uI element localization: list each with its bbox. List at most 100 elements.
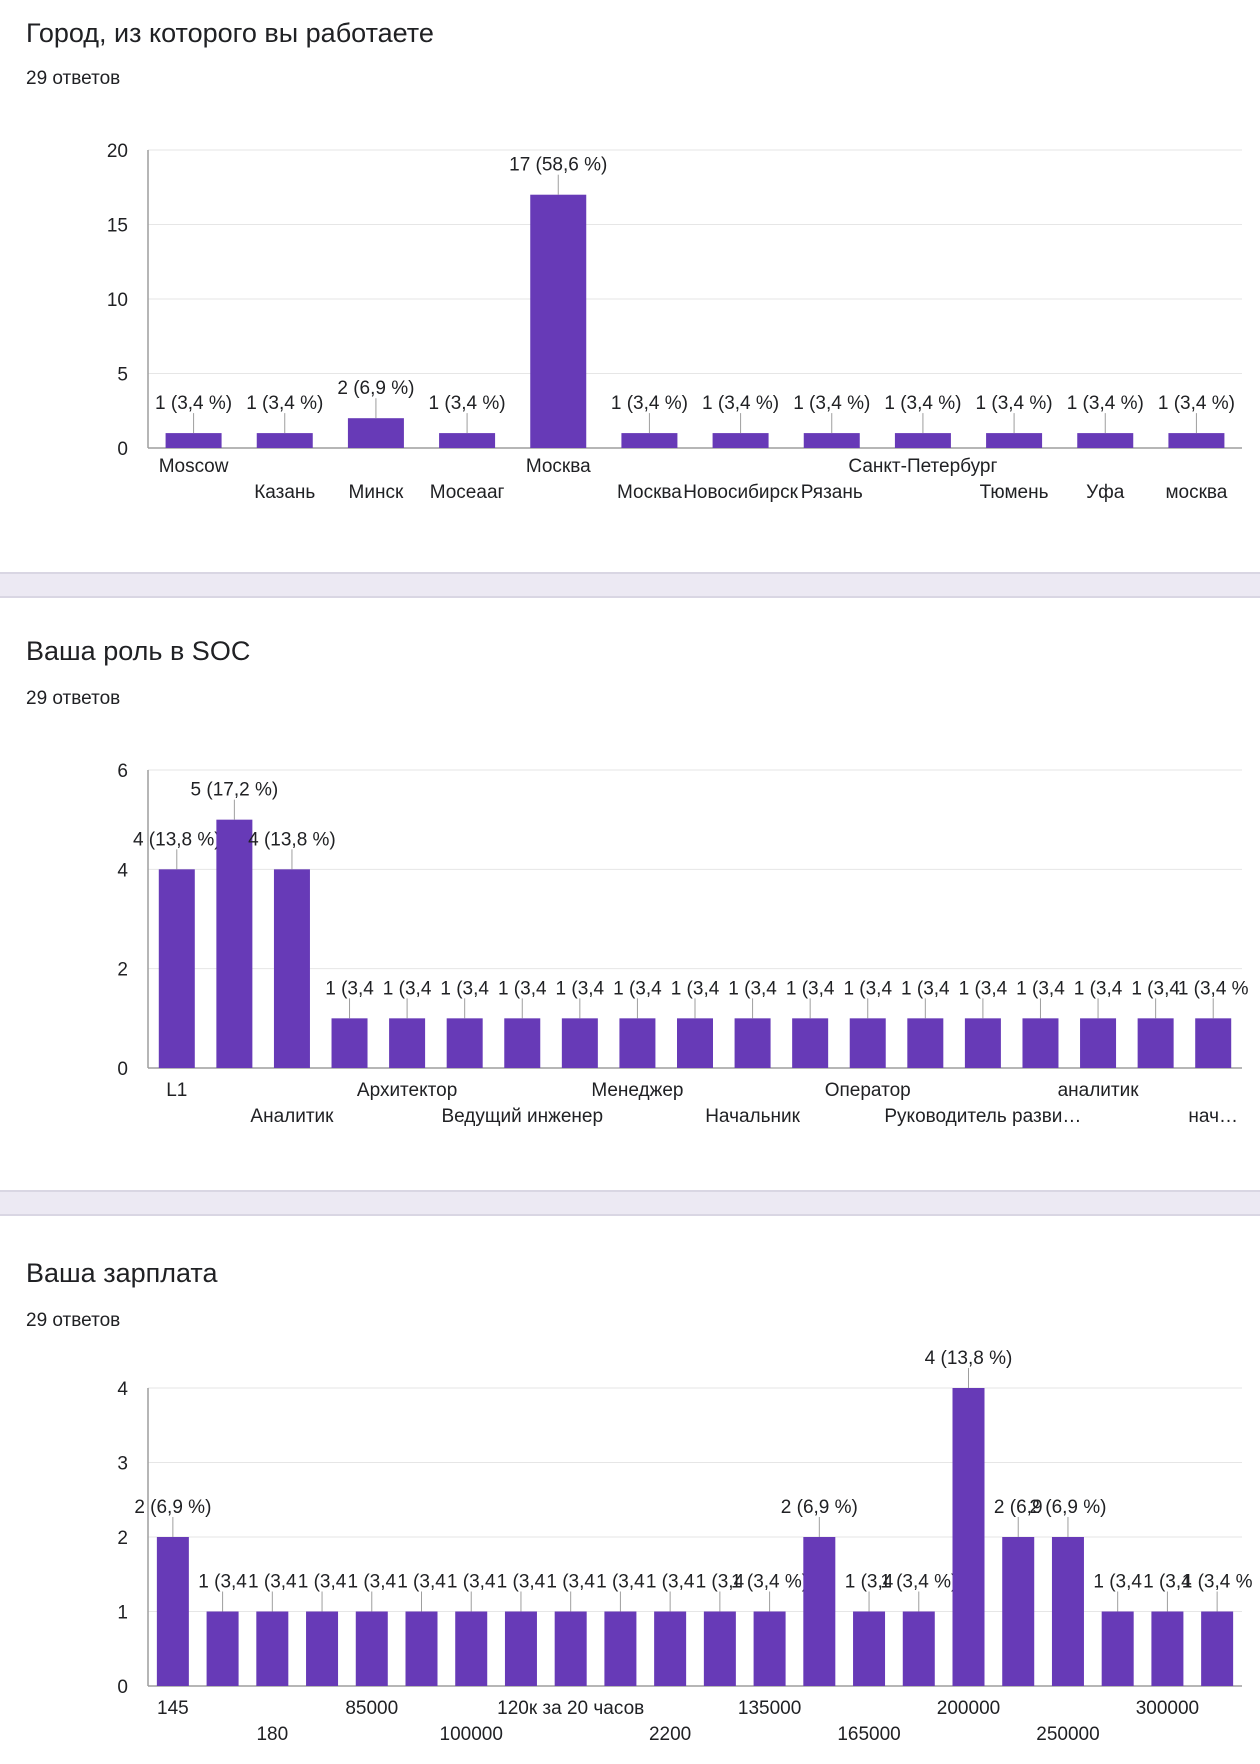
bar[interactable] bbox=[1151, 1611, 1184, 1687]
data-label: 2 (6,9 %) bbox=[1029, 1497, 1106, 1518]
x-tick-label: Новосибирск bbox=[683, 482, 798, 503]
data-label: 1 (3,4 bbox=[613, 978, 662, 999]
bar[interactable] bbox=[165, 433, 222, 448]
bar[interactable] bbox=[654, 1611, 687, 1687]
x-tick-label: Ведущий инженер bbox=[441, 1106, 603, 1127]
data-label: 1 (3,4 %) bbox=[1067, 393, 1144, 414]
data-label: 1 (3,4 %) bbox=[976, 393, 1053, 414]
y-tick-label: 20 bbox=[107, 141, 128, 162]
x-tick-label: L1 bbox=[166, 1080, 187, 1101]
chart-title: Ваша зарплата bbox=[26, 1258, 218, 1288]
bar[interactable] bbox=[561, 1018, 598, 1068]
bar[interactable] bbox=[803, 1537, 836, 1686]
data-label: 1 (3,4 bbox=[556, 978, 605, 999]
data-label: 1 (3,4 bbox=[347, 1572, 396, 1593]
data-label: 1 (3,4 bbox=[248, 1572, 297, 1593]
bar[interactable] bbox=[1168, 433, 1225, 448]
bar[interactable] bbox=[439, 433, 496, 448]
data-label: 2 (6,9 %) bbox=[134, 1497, 211, 1518]
x-tick-label: 100000 bbox=[440, 1724, 503, 1745]
data-label: 1 (3,4 %) bbox=[429, 393, 506, 414]
x-tick-label: 250000 bbox=[1036, 1724, 1099, 1745]
data-label: 1 (3,4 bbox=[959, 978, 1008, 999]
x-tick-label: Рязань bbox=[801, 482, 863, 503]
data-label: 1 (3,4 bbox=[1131, 978, 1180, 999]
bar[interactable] bbox=[216, 819, 253, 1068]
bar[interactable] bbox=[273, 869, 310, 1068]
chart-title: Город, из которого вы работаете bbox=[26, 18, 434, 48]
data-label: 1 (3,4 bbox=[1074, 978, 1123, 999]
bar[interactable] bbox=[853, 1611, 886, 1687]
x-tick-label: Менеджер bbox=[591, 1080, 683, 1101]
x-tick-label: Аналитик bbox=[250, 1106, 334, 1127]
bar[interactable] bbox=[894, 433, 951, 448]
x-tick-label: аналитик bbox=[1058, 1080, 1140, 1101]
bar[interactable] bbox=[347, 418, 404, 448]
y-tick-label: 6 bbox=[117, 761, 128, 782]
bar[interactable] bbox=[256, 433, 313, 448]
chart-card-city: Город, из которого вы работаете 29 ответ… bbox=[0, 0, 1260, 572]
bar[interactable] bbox=[964, 1018, 1001, 1068]
bar[interactable] bbox=[355, 1611, 388, 1687]
bar[interactable] bbox=[158, 869, 195, 1068]
bar[interactable] bbox=[703, 1611, 736, 1687]
data-label: 1 (3,4 bbox=[696, 1572, 745, 1593]
x-tick-label: 135000 bbox=[738, 1698, 801, 1719]
x-tick-label: 180 bbox=[256, 1724, 288, 1745]
x-tick-label: Санкт-Петербург bbox=[848, 456, 997, 477]
bar[interactable] bbox=[849, 1018, 886, 1068]
data-label: 1 (3,4 bbox=[786, 978, 835, 999]
bar[interactable] bbox=[504, 1611, 537, 1687]
bar[interactable] bbox=[986, 433, 1043, 448]
x-tick-label: 145 bbox=[157, 1698, 189, 1719]
bar[interactable] bbox=[446, 1018, 483, 1068]
bar[interactable] bbox=[1080, 1018, 1117, 1068]
bar[interactable] bbox=[803, 433, 860, 448]
bar[interactable] bbox=[256, 1611, 289, 1687]
bar[interactable] bbox=[952, 1388, 985, 1686]
data-label: 1 (3,4 bbox=[1016, 978, 1065, 999]
bar[interactable] bbox=[753, 1611, 786, 1687]
bar[interactable] bbox=[1195, 1018, 1232, 1068]
bar[interactable] bbox=[604, 1611, 637, 1687]
bar[interactable] bbox=[712, 433, 769, 448]
bar[interactable] bbox=[1077, 433, 1134, 448]
bar[interactable] bbox=[619, 1018, 656, 1068]
bar[interactable] bbox=[1137, 1018, 1174, 1068]
bar[interactable] bbox=[389, 1018, 426, 1068]
bar[interactable] bbox=[554, 1611, 587, 1687]
bar[interactable] bbox=[1022, 1018, 1059, 1068]
y-tick-label: 0 bbox=[117, 439, 128, 460]
x-tick-label: 2200 bbox=[649, 1724, 691, 1745]
bar[interactable] bbox=[1002, 1537, 1035, 1686]
data-label: 1 (3,4 bbox=[671, 978, 720, 999]
x-tick-label: Минск bbox=[349, 482, 404, 503]
bar[interactable] bbox=[206, 1611, 239, 1687]
bar[interactable] bbox=[1101, 1611, 1134, 1687]
bar[interactable] bbox=[734, 1018, 771, 1068]
data-label: 1 (3,4 bbox=[901, 978, 950, 999]
bar[interactable] bbox=[504, 1018, 541, 1068]
bar[interactable] bbox=[530, 194, 587, 448]
data-label: 1 (3,4 bbox=[497, 1572, 546, 1593]
bar[interactable] bbox=[1201, 1611, 1234, 1687]
bar[interactable] bbox=[1051, 1537, 1084, 1686]
bar[interactable] bbox=[621, 433, 678, 448]
bar[interactable] bbox=[677, 1018, 713, 1068]
data-label: 1 (3,4 %) bbox=[884, 393, 961, 414]
responses-count: 29 ответов bbox=[26, 68, 121, 89]
bar[interactable] bbox=[405, 1611, 438, 1687]
bar[interactable] bbox=[907, 1018, 944, 1068]
bar[interactable] bbox=[306, 1611, 339, 1687]
bar[interactable] bbox=[331, 1018, 368, 1068]
data-label: 1 (3,4 %) bbox=[731, 1572, 808, 1593]
y-tick-label: 2 bbox=[117, 1528, 128, 1549]
bar[interactable] bbox=[792, 1018, 829, 1068]
chart-card-salary: Ваша зарплата 29 ответов 0 1 2 3 4 2 (6,9 %) 1… bbox=[0, 1216, 1260, 1764]
x-tick-label: 120к за 20 часов bbox=[497, 1698, 644, 1719]
data-label: 1 (3,4 bbox=[397, 1572, 446, 1593]
bar[interactable] bbox=[455, 1611, 488, 1687]
bar[interactable] bbox=[156, 1537, 189, 1686]
data-label: 1 (3,4 bbox=[447, 1572, 496, 1593]
bar[interactable] bbox=[902, 1611, 935, 1687]
